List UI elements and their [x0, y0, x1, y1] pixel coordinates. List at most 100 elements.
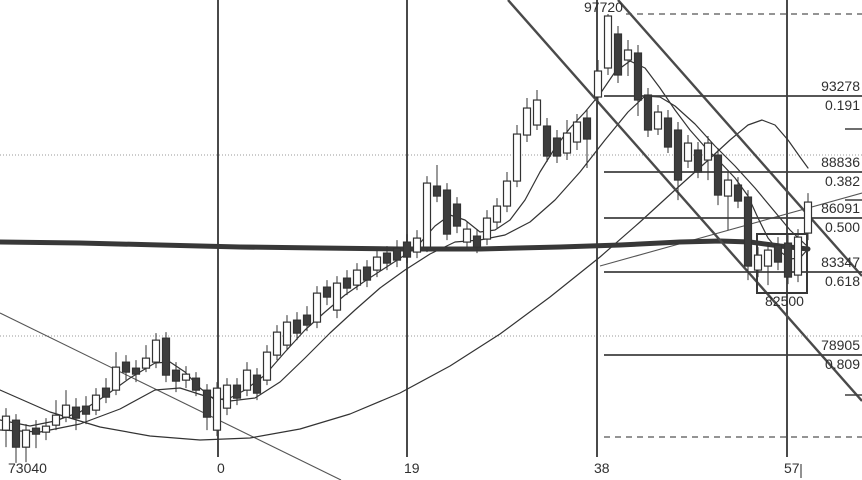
- fib-ratio-label: 0.618: [824, 273, 860, 289]
- candle-body-bear: [613, 33, 623, 76]
- candle-body-bull: [212, 387, 222, 431]
- candle-body-bull: [242, 369, 252, 391]
- fib-price-label: 88836: [821, 154, 860, 170]
- candle-body-bull: [21, 429, 31, 448]
- candle: [141, 345, 151, 373]
- candle: [693, 142, 703, 179]
- candle: [151, 333, 161, 369]
- candle-body-bear: [713, 154, 723, 196]
- candle: [552, 130, 562, 164]
- candle: [572, 114, 582, 151]
- candle: [161, 332, 171, 383]
- candle: [482, 210, 492, 246]
- candle-body-bull: [111, 366, 121, 391]
- candle-body-bull: [502, 180, 512, 207]
- candle: [422, 176, 432, 253]
- candle: [763, 242, 773, 286]
- candle-body-bear: [392, 247, 402, 261]
- candle: [522, 98, 532, 143]
- candle: [262, 345, 272, 386]
- candle-body-bear: [552, 137, 562, 157]
- fib-ratio-label: 0.500: [824, 219, 860, 235]
- candle-body-bear: [783, 242, 793, 278]
- candle: [643, 88, 653, 138]
- candle-body-bull: [312, 292, 322, 323]
- candle-body-bull: [793, 236, 803, 276]
- candle-body-bull: [61, 404, 71, 418]
- box-price-label: 82500: [765, 293, 804, 309]
- candle-body-bear: [71, 406, 81, 419]
- candle: [181, 366, 191, 389]
- candle-body-bull: [1, 415, 11, 431]
- candle-body-bull: [352, 269, 362, 286]
- candle-body-bear: [171, 369, 181, 382]
- candle: [793, 229, 803, 283]
- candle: [81, 396, 91, 425]
- candle: [703, 136, 713, 181]
- candle: [101, 378, 111, 404]
- candle: [492, 198, 502, 229]
- candle: [653, 105, 663, 136]
- candle-body-bull: [282, 321, 292, 346]
- candle: [292, 312, 302, 341]
- x-axis-label: 73040: [8, 460, 47, 476]
- candle-body-bull: [262, 351, 272, 381]
- candle: [753, 247, 763, 278]
- candle: [613, 26, 623, 84]
- candle-body-bull: [222, 384, 232, 409]
- fib-ratio-label: 0.809: [824, 356, 860, 372]
- candle: [131, 360, 141, 383]
- candle: [452, 197, 462, 234]
- candle: [402, 234, 412, 264]
- candle: [111, 352, 121, 396]
- candle-body-bull: [603, 15, 613, 69]
- candle: [743, 190, 753, 281]
- candle: [803, 193, 813, 241]
- candle: [202, 384, 212, 431]
- candle: [242, 362, 252, 397]
- candle-body-bull: [372, 256, 382, 271]
- candle: [21, 424, 31, 463]
- candle: [1, 408, 11, 448]
- fib-peak-price-label: 97720: [584, 0, 623, 15]
- candle-body-bear: [81, 405, 91, 415]
- candle-body-bull: [803, 201, 813, 234]
- candle: [562, 120, 572, 161]
- candle-body-bull: [272, 331, 282, 356]
- candle: [352, 263, 362, 291]
- candle-body-bear: [292, 319, 302, 334]
- fib-price-label: 78905: [821, 337, 860, 353]
- candle: [232, 378, 242, 406]
- x-axis-label: 0: [217, 460, 225, 476]
- candle-body-bull: [412, 237, 422, 253]
- candle: [603, 14, 613, 76]
- candle-body-bull: [703, 142, 713, 161]
- candle: [372, 250, 382, 278]
- candle-body-bull: [462, 228, 472, 243]
- candle-body-bull: [91, 394, 101, 411]
- candle: [382, 246, 392, 271]
- candle-body-bear: [362, 266, 372, 281]
- candle-body-bull: [512, 133, 522, 182]
- candle-body-bear: [542, 125, 552, 157]
- candle-body-bull: [572, 121, 582, 143]
- candle: [11, 414, 21, 463]
- candle-body-bear: [131, 367, 141, 375]
- candle: [252, 368, 262, 401]
- candle-body-bear: [643, 94, 653, 131]
- candle-body-bear: [733, 184, 743, 202]
- candle-body-bear: [322, 286, 332, 298]
- candle: [773, 237, 783, 271]
- candle: [362, 260, 372, 288]
- candle-body-bull: [522, 107, 532, 136]
- candle-body-bull: [623, 49, 633, 61]
- candle-body-bull: [332, 282, 342, 311]
- candle-body-bear: [302, 314, 312, 326]
- candle: [312, 286, 322, 329]
- candle-body-bull: [51, 414, 61, 426]
- candle-body-bear: [342, 277, 352, 289]
- candle-body-bull: [562, 132, 572, 154]
- candle: [191, 372, 201, 397]
